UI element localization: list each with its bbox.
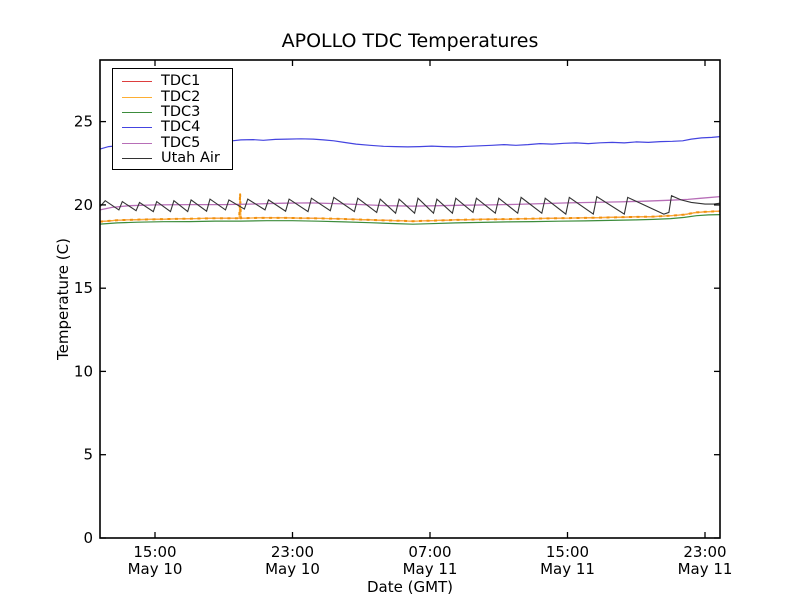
legend-label: TDC1 [161, 73, 201, 90]
legend-line-swatch [122, 96, 152, 98]
legend-item-tdc4: TDC4 [122, 120, 232, 135]
series-line-utah-air [99, 194, 721, 216]
x-tick-label-date: May 11 [678, 560, 733, 578]
x-tick-label-time: 15:00 [546, 543, 589, 561]
y-tick-label: 20 [74, 196, 93, 214]
x-axis-label: Date (GMT) [366, 578, 454, 596]
legend-line-swatch [122, 142, 152, 144]
legend-item-utah-air: Utah Air [122, 151, 232, 166]
x-tick-label-date: May 11 [540, 560, 595, 578]
legend-label: TDC4 [161, 119, 201, 136]
x-tick-label-date: May 10 [265, 560, 320, 578]
legend-label: TDC3 [161, 103, 201, 120]
legend-label: Utah Air [161, 150, 220, 167]
legend-box: TDC1 TDC2 TDC3 TDC4 TDC5 Utah Air [112, 68, 233, 171]
axes-frame [99, 59, 721, 539]
chart-title: APOLLO TDC Temperatures [281, 30, 539, 52]
x-tick-label-time: 23:00 [271, 543, 314, 561]
legend-line-swatch [122, 127, 152, 129]
legend-line-swatch [122, 81, 152, 83]
y-tick-label: 25 [74, 113, 93, 131]
legend-item-tdc1: TDC1 [122, 74, 232, 89]
y-tick-label: 5 [83, 446, 93, 464]
legend-line-swatch [122, 111, 152, 113]
series-line-tdc2 [99, 193, 721, 223]
legend-item-tdc2: TDC2 [122, 89, 232, 104]
x-tick-label-date: May 11 [403, 560, 458, 578]
series-line-tdc2-dashes [99, 193, 721, 223]
legend-item-tdc5: TDC5 [122, 134, 232, 151]
x-tick-label-time: 23:00 [683, 543, 726, 561]
x-tick-label-time: 07:00 [408, 543, 451, 561]
legend-label: TDC5 [161, 134, 201, 151]
legend-item-tdc3: TDC3 [122, 103, 232, 120]
legend-label: TDC2 [161, 88, 201, 105]
series-line-tdc3 [99, 214, 721, 225]
y-tick-label: 10 [74, 362, 93, 380]
legend-line-swatch [122, 158, 152, 160]
x-tick-label-time: 15:00 [133, 543, 176, 561]
y-tick-label: 15 [74, 279, 93, 297]
y-axis-label: Temperature (C) [54, 238, 72, 360]
y-tick-label: 0 [83, 529, 93, 547]
x-tick-label-date: May 10 [128, 560, 183, 578]
